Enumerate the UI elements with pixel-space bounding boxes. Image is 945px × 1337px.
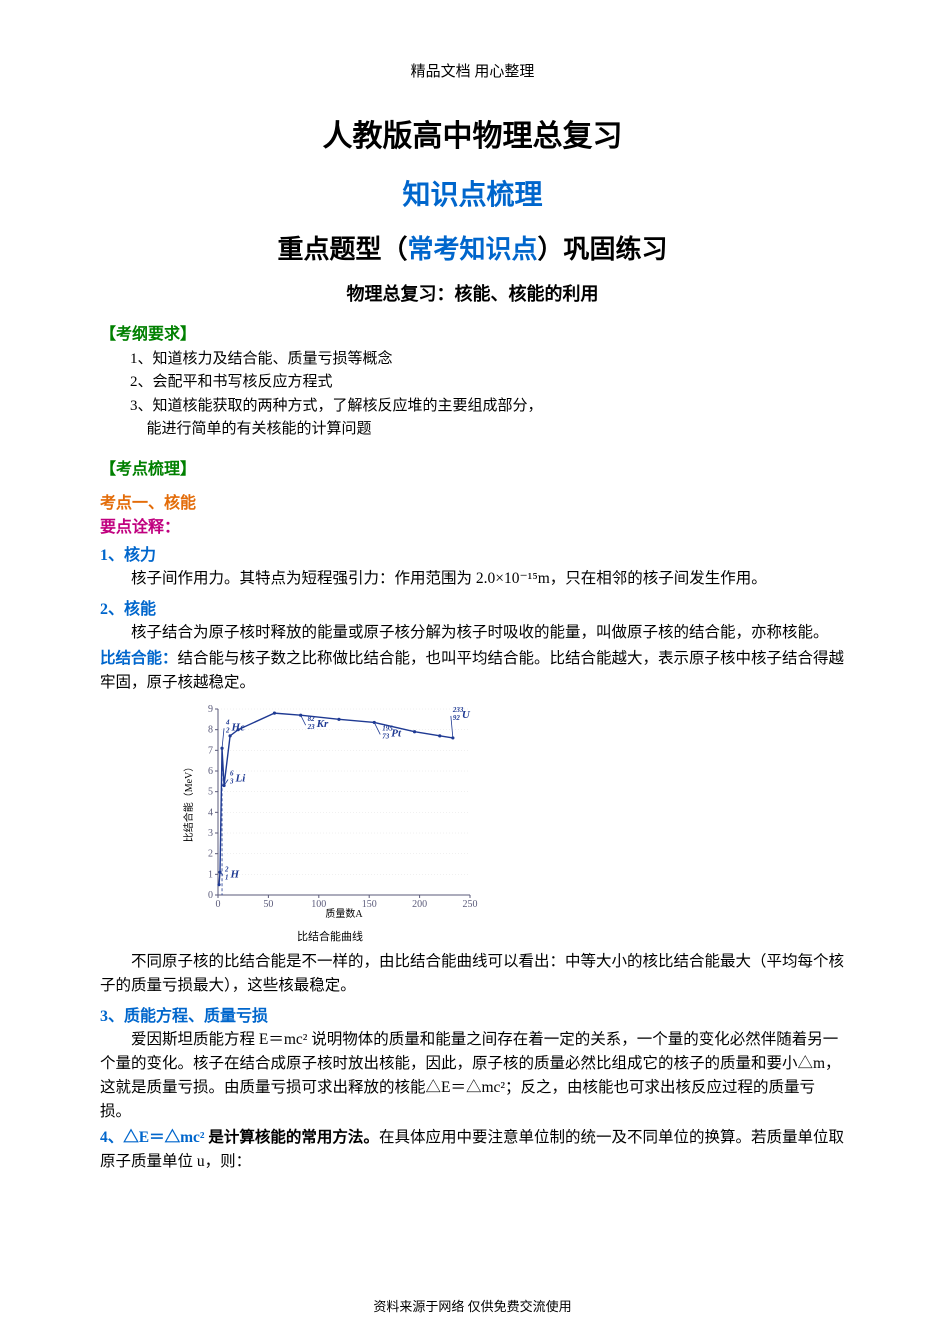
section-1-head: 1、核力 <box>100 541 845 565</box>
outline-label: 【考点梳理】 <box>100 455 845 479</box>
svg-text:23392U: 23392U <box>452 706 471 722</box>
exam-req-item: 1、知道核力及结合能、质量亏损等概念 <box>130 348 845 371</box>
svg-text:4: 4 <box>208 807 213 818</box>
svg-text:100: 100 <box>311 899 326 910</box>
chart-caption: 比结合能曲线 <box>180 928 480 944</box>
chart-svg: 0 50 100 150 200 250 0 1 2 3 4 5 6 7 8 9 质量数A 比结合能（MeV） 21… <box>180 701 480 921</box>
footer-note: 资料来源于网络 仅供免费交流使用 <box>0 1296 945 1315</box>
section-3-head: 3、质能方程、质量亏损 <box>100 1002 845 1026</box>
svg-text:50: 50 <box>263 899 273 910</box>
svg-text:150: 150 <box>362 899 377 910</box>
section-3-para: 爱因斯坦质能方程 E＝mc² 说明物体的质量和能量之间存在着一定的关系，一个量的… <box>100 1028 845 1124</box>
topic-heading: 考点一、核能 <box>100 489 845 513</box>
svg-text:19573Pt: 19573Pt <box>382 724 402 740</box>
exam-req-label: 【考纲要求】 <box>100 320 845 344</box>
svg-text:63Li: 63Li <box>229 770 246 786</box>
term-label: 比结合能： <box>100 650 178 667</box>
section-4-post: 是计算核能的常用方法。 <box>205 1129 379 1146</box>
svg-text:比结合能（MeV）: 比结合能（MeV） <box>182 762 195 843</box>
svg-text:6: 6 <box>208 766 213 777</box>
section-2-after-chart: 不同原子核的比结合能是不一样的，由比结合能曲线可以看出：中等大小的核比结合能最大… <box>100 950 845 998</box>
svg-text:1: 1 <box>208 869 213 880</box>
section-4-formula: △E＝△mc² <box>123 1129 204 1146</box>
svg-text:质量数A: 质量数A <box>325 907 363 920</box>
binding-energy-chart: 0 50 100 150 200 250 0 1 2 3 4 5 6 7 8 9 质量数A 比结合能（MeV） 21… <box>180 701 845 926</box>
title-chapter: 物理总复习：核能、核能的利用 <box>100 280 845 306</box>
svg-text:9: 9 <box>208 704 213 715</box>
section-4-pre: 4、 <box>100 1129 123 1146</box>
svg-text:0: 0 <box>216 899 221 910</box>
svg-text:5: 5 <box>208 787 213 798</box>
svg-text:42He: 42He <box>225 718 245 734</box>
svg-text:8223Kr: 8223Kr <box>307 715 329 731</box>
title-practice-accent: 常考知识点 <box>407 235 537 264</box>
exam-req-item: 3、知道核能获取的两种方式，了解核反应堆的主要组成部分， <box>130 395 845 418</box>
svg-text:3: 3 <box>208 828 213 839</box>
svg-text:8: 8 <box>208 725 213 736</box>
svg-text:200: 200 <box>412 899 427 910</box>
svg-text:21H: 21H <box>224 865 240 881</box>
title-practice: 重点题型（常考知识点）巩固练习 <box>100 229 845 266</box>
header-note: 精品文档 用心整理 <box>100 60 845 81</box>
title-practice-post: ）巩固练习 <box>538 235 668 264</box>
point-heading: 要点诠释： <box>100 513 845 537</box>
term-body: 结合能与核子数之比称做比结合能，也叫平均结合能。比结合能越大，表示原子核中核子结… <box>100 650 844 691</box>
svg-text:0: 0 <box>208 890 213 901</box>
exam-req-item: 2、会配平和书写核反应方程式 <box>130 371 845 394</box>
section-4: 4、△E＝△mc² 是计算核能的常用方法。在具体应用中要注意单位制的统一及不同单… <box>100 1126 845 1174</box>
title-practice-pre: 重点题型（ <box>277 235 407 264</box>
title-knowledge: 知识点梳理 <box>100 173 845 213</box>
section-1-para: 核子间作用力。其特点为短程强引力：作用范围为 2.0×10⁻¹⁵m，只在相邻的核… <box>100 567 845 591</box>
title-main: 人教版高中物理总复习 <box>100 111 845 155</box>
section-2-term: 比结合能：结合能与核子数之比称做比结合能，也叫平均结合能。比结合能越大，表示原子… <box>100 647 845 695</box>
svg-text:7: 7 <box>208 745 213 756</box>
svg-text:250: 250 <box>463 899 478 910</box>
exam-req-item: 能进行简单的有关核能的计算问题 <box>147 418 846 441</box>
section-2-para: 核子结合为原子核时释放的能量或原子核分解为核子时吸收的能量，叫做原子核的结合能，… <box>100 621 845 645</box>
section-2-head: 2、核能 <box>100 595 845 619</box>
svg-text:2: 2 <box>208 849 213 860</box>
